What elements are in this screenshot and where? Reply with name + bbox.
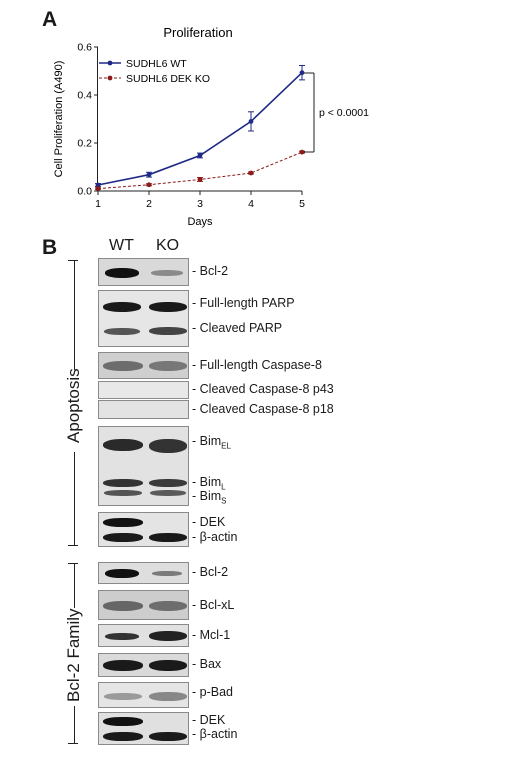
apoptosis-bracket-line (74, 260, 75, 370)
significance-bracket (304, 72, 315, 153)
group-label-bcl2-family: Bcl-2 Family (64, 608, 83, 702)
label-bcl2-family: - Bcl-2 (192, 565, 229, 579)
blot-caspase8-p43 (98, 381, 189, 399)
data-point (299, 70, 305, 76)
label-actin-family: - β-actin (192, 727, 238, 741)
panel-b-letter: B (42, 236, 58, 259)
y-axis-label: Cell Proliferation (A490) (53, 61, 65, 178)
x-tick-labels: 1 2 3 4 5 (95, 198, 305, 210)
label-caspase8-p43: - Cleaved Caspase-8 p43 (192, 382, 334, 396)
x-tick-label: 5 (299, 198, 305, 210)
series-wt (95, 64, 305, 188)
apoptosis-bracket-line-lower (74, 452, 75, 545)
x-tick-label: 1 (95, 198, 101, 210)
blot-caspase8-p18 (98, 400, 189, 419)
label-bim-s-sub: S (221, 496, 227, 506)
label-bim-el: - BimEL (192, 434, 231, 451)
label-caspase8-p18: - Cleaved Caspase-8 p18 (192, 402, 334, 416)
apoptosis-bracket-bottom (68, 545, 78, 546)
label-pbad: - p-Bad (192, 685, 233, 699)
data-point (197, 177, 203, 182)
blot-bim (98, 426, 189, 506)
bcl2-family-bracket-top (68, 563, 78, 564)
blot-bcl2-apoptosis (98, 258, 189, 286)
legend-swatch-marker (107, 60, 113, 66)
chart-axes (94, 46, 303, 195)
proliferation-chart: Proliferation 0.0 0.2 0.4 0.6 1 2 3 4 5 Cell Pr… (53, 25, 369, 228)
y-tick-label: 0.2 (77, 138, 92, 150)
y-tick-label: 0.6 (77, 42, 92, 54)
blot-pbad (98, 682, 189, 708)
blot-mcl1 (98, 624, 189, 647)
label-bim-el-sub: EL (221, 441, 231, 451)
blot-parp (98, 290, 189, 347)
series-line (97, 72, 303, 186)
label-bim-s: - BimS (192, 489, 227, 506)
data-point (146, 182, 152, 188)
label-dek-family: - DEK (192, 713, 226, 727)
blot-bcl2-family (98, 562, 189, 584)
label-caspase8-full: - Full-length Caspase-8 (192, 358, 322, 372)
label-bim-el-main: - Bim (192, 434, 222, 448)
bcl2-family-bracket-line-lower (74, 706, 75, 743)
blot-caspase8-full (98, 352, 189, 379)
data-point (299, 149, 305, 155)
label-mcl1: - Mcl-1 (192, 628, 231, 642)
data-point (248, 119, 254, 124)
panel-a-letter: A (42, 8, 58, 31)
label-bim-s-main: - Bim (192, 489, 222, 503)
data-point (95, 182, 101, 188)
group-label-apoptosis: Apoptosis (64, 368, 83, 443)
series-dek-ko (95, 149, 305, 192)
data-point (146, 172, 152, 178)
y-tick-label: 0.0 (77, 186, 92, 198)
label-dek-apoptosis: - DEK (192, 515, 226, 529)
data-point (95, 186, 101, 192)
blot-bclxl (98, 590, 189, 620)
apoptosis-bracket-top (68, 260, 78, 261)
data-point (248, 170, 254, 176)
x-axis-label: Days (187, 216, 213, 228)
label-parp-cleaved: - Cleaved PARP (192, 321, 283, 335)
label-parp-full: - Full-length PARP (192, 296, 295, 310)
x-tick-label: 2 (146, 198, 152, 210)
data-point (197, 153, 203, 158)
label-bim-l-main: - Bim (192, 475, 222, 489)
x-tick-label: 3 (197, 198, 203, 210)
chart-title: Proliferation (163, 25, 232, 40)
bcl2-family-bracket-line (74, 563, 75, 608)
blot-bax (98, 653, 189, 677)
blot-dek-actin-family (98, 712, 189, 745)
x-tick-label: 4 (248, 198, 254, 210)
label-bim-l-sub: L (221, 482, 226, 492)
series-layer (95, 64, 305, 192)
p-value-label: p < 0.0001 (319, 107, 369, 119)
label-bclxl: - Bcl-xL (192, 598, 235, 612)
label-bax: - Bax (192, 657, 222, 671)
lane-label-wt: WT (109, 237, 134, 254)
legend-swatch-marker (107, 75, 113, 81)
y-tick-labels: 0.0 0.2 0.4 0.6 (77, 42, 92, 198)
y-tick-label: 0.4 (77, 90, 92, 102)
chart-legend: SUDHL6 WT SUDHL6 DEK KO (99, 58, 210, 85)
label-bim-l: - BimL (192, 475, 226, 492)
legend-label: SUDHL6 DEK KO (126, 73, 210, 85)
label-actin-apoptosis: - β-actin (192, 530, 238, 544)
legend-label: SUDHL6 WT (126, 58, 187, 70)
bcl2-family-bracket-bottom (68, 743, 78, 744)
lane-label-ko: KO (156, 237, 180, 254)
label-bcl2-apoptosis: - Bcl-2 (192, 264, 229, 278)
blot-dek-actin-apoptosis (98, 512, 189, 547)
